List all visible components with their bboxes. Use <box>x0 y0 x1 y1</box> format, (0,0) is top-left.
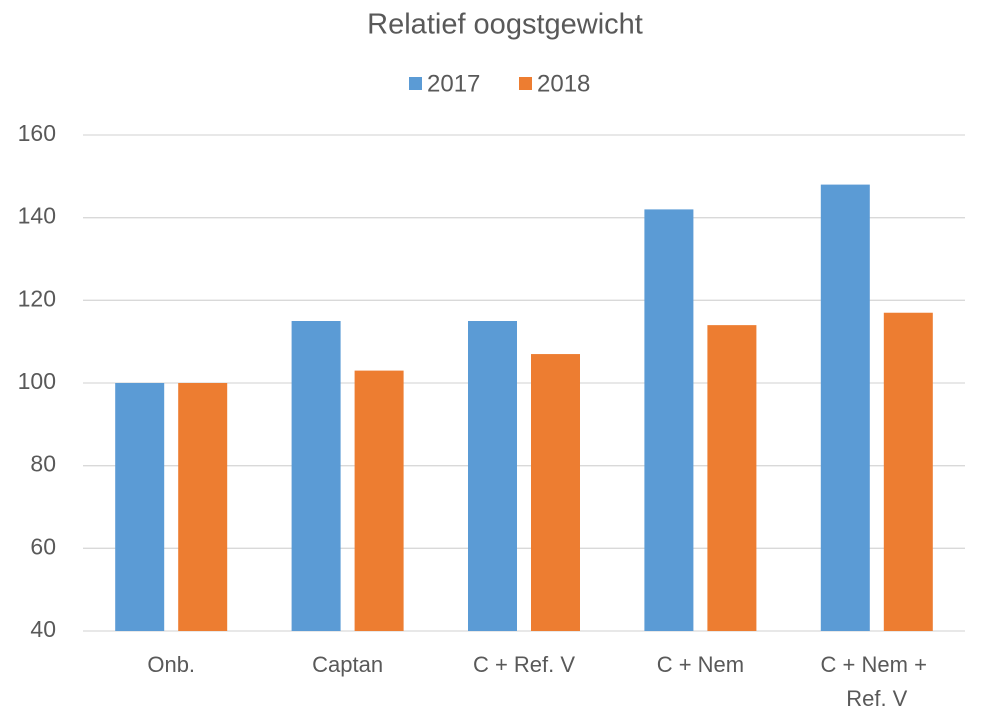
bar <box>644 209 694 631</box>
bar <box>883 312 933 631</box>
y-tick-label: 40 <box>30 616 56 642</box>
bar <box>354 370 404 631</box>
y-tick-label: 120 <box>18 285 56 311</box>
bar <box>291 321 341 631</box>
x-tick-label: Onb. <box>147 652 195 677</box>
legend-label: 2018 <box>537 70 590 97</box>
x-tick-label: C + Nem <box>657 652 744 677</box>
legend-label: 2017 <box>427 70 480 97</box>
legend-swatch <box>519 77 532 90</box>
y-tick-label: 140 <box>18 203 56 229</box>
legend-swatch <box>409 77 422 90</box>
x-tick-label: C + Nem + Ref. V <box>821 652 933 711</box>
y-tick-label: 80 <box>30 451 56 477</box>
bar <box>468 321 517 631</box>
y-tick-label: 160 <box>18 120 56 146</box>
y-tick-label: 60 <box>30 533 56 559</box>
x-tick-label: Captan <box>312 652 383 677</box>
bar <box>178 383 228 631</box>
chart-title: Relatief oogstgewicht <box>367 9 643 41</box>
bar <box>115 383 165 631</box>
y-tick-label: 100 <box>18 368 56 394</box>
bar <box>531 354 580 631</box>
bar <box>707 325 757 631</box>
bar <box>820 184 870 631</box>
x-tick-label: C + Ref. V <box>473 652 575 677</box>
